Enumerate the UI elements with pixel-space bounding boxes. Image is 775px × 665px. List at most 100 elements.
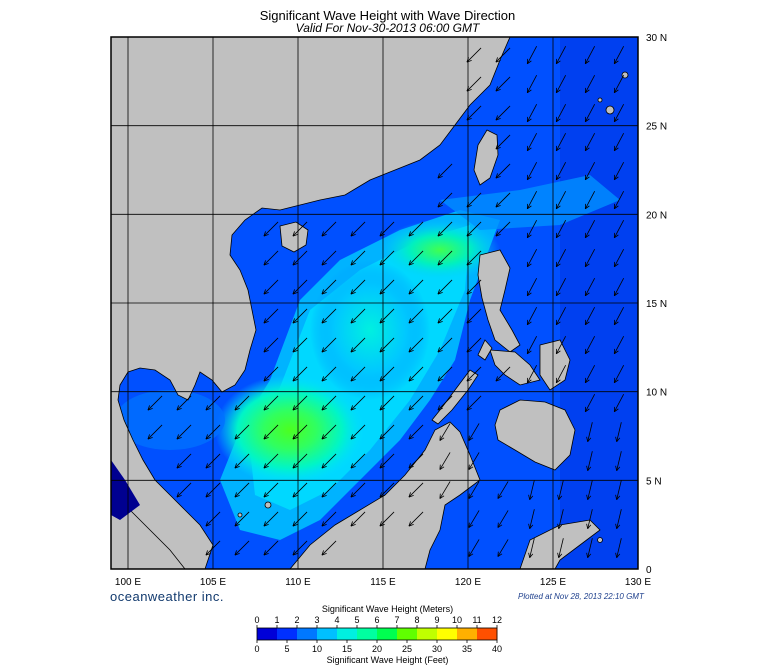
wave-arrow (234, 540, 250, 556)
wave-arrow (379, 279, 395, 295)
wave-arrow (495, 163, 511, 179)
wave-arrow (379, 337, 395, 353)
wave-arrow (176, 395, 192, 411)
wave-arrow (234, 482, 250, 498)
wave-arrow (557, 509, 564, 529)
wave-arrow (526, 132, 538, 152)
wave-arrow (350, 511, 366, 527)
wave-arrow (613, 248, 625, 268)
wave-arrow (408, 221, 424, 237)
wave-arrow (263, 279, 279, 295)
wave-arrow (321, 482, 337, 498)
wave-arrow (497, 510, 509, 528)
wave-arrow (584, 335, 596, 355)
colorbar-feet-tick: 15 (342, 644, 352, 654)
wave-arrow (292, 540, 308, 556)
longitude-label: 120 E (455, 577, 481, 588)
wave-arrow (555, 364, 567, 384)
wave-arrow (379, 511, 395, 527)
wave-arrow (321, 337, 337, 353)
latitude-label: 0 (646, 565, 652, 576)
colorbar-swatch (277, 628, 298, 640)
wave-arrow (234, 424, 250, 440)
wave-arrow (263, 366, 279, 382)
wave-arrow (495, 105, 511, 121)
wave-arrow (495, 366, 511, 382)
wave-arrow (528, 480, 535, 500)
colorbar: 0 1 2 3 4 5 6 7 8 9 10 11 120 5 10 15 20 25 30 35 40 (254, 615, 502, 654)
latitude-label: 25 N (646, 122, 667, 133)
latitude-label: 5 N (646, 476, 662, 487)
longitude-label: 115 E (370, 577, 396, 588)
wave-arrow (555, 277, 567, 297)
wave-arrow (379, 482, 395, 498)
wave-arrow (586, 422, 593, 442)
wave-arrow (586, 509, 593, 529)
wave-arrow (350, 250, 366, 266)
wave-direction-arrows (147, 45, 625, 558)
wave-arrow (379, 366, 395, 382)
wave-arrow (292, 366, 308, 382)
wave-arrow (613, 132, 625, 152)
wave-arrow (292, 250, 308, 266)
longitude-label: 110 E (285, 577, 311, 588)
wave-arrow (584, 219, 596, 239)
wave-arrow (321, 424, 337, 440)
wave-arrow (526, 74, 538, 94)
wave-arrow (437, 337, 453, 353)
colorbar-swatch (437, 628, 458, 640)
wave-arrow (292, 395, 308, 411)
wave-arrow (555, 219, 567, 239)
wave-arrow (437, 395, 453, 411)
wave-arrow (408, 337, 424, 353)
colorbar-meters-title: Significant Wave Height (Meters) (321, 604, 454, 614)
wave-arrow (379, 453, 395, 469)
wave-arrow (292, 424, 308, 440)
wave-arrow (379, 221, 395, 237)
wave-arrow (613, 45, 625, 65)
wave-arrow (408, 511, 424, 527)
wave-arrow (263, 540, 279, 556)
colorbar-swatch (297, 628, 318, 640)
colorbar-meters-tick: 1 (274, 615, 279, 625)
colorbar-meters-tick: 12 (492, 615, 502, 625)
longitude-label: 130 E (625, 577, 651, 588)
wave-arrow (439, 423, 451, 441)
wave-arrow (408, 279, 424, 295)
colorbar-meters-tick: 5 (354, 615, 359, 625)
wave-arrow (437, 192, 453, 208)
wave-arrow (586, 538, 593, 558)
wave-arrow (615, 509, 622, 529)
colorbar-swatch (257, 628, 278, 640)
wave-arrow (584, 364, 596, 384)
wave-arrow (466, 308, 482, 324)
colorbar-swatch (417, 628, 438, 640)
wave-arrow (466, 221, 482, 237)
wave-arrow (263, 337, 279, 353)
wave-arrow (437, 279, 453, 295)
wave-arrow (321, 279, 337, 295)
wave-arrow (379, 250, 395, 266)
wave-arrow (263, 221, 279, 237)
wave-arrow (321, 453, 337, 469)
wave-arrow (613, 219, 625, 239)
wave-arrow (555, 103, 567, 123)
wave-arrow (350, 482, 366, 498)
wave-arrow (468, 510, 480, 528)
wave-arrow (350, 453, 366, 469)
colorbar-feet-tick: 20 (372, 644, 382, 654)
hainan-island (279, 221, 309, 253)
colorbar-feet-tick: 25 (402, 644, 412, 654)
wave-arrow (526, 45, 538, 65)
wave-arrow (613, 335, 625, 355)
wave-arrow (528, 538, 535, 558)
wave-arrow (468, 423, 480, 441)
colorbar-meters-tick: 4 (334, 615, 339, 625)
wave-arrow (437, 163, 453, 179)
wave-arrow (555, 45, 567, 65)
wave-arrow (321, 511, 337, 527)
colorbar-swatch (457, 628, 478, 640)
latitude-labels: 30 N 25 N 20 N 15 N 10 N 5 N 0 (646, 33, 667, 576)
wave-arrow (466, 47, 482, 63)
